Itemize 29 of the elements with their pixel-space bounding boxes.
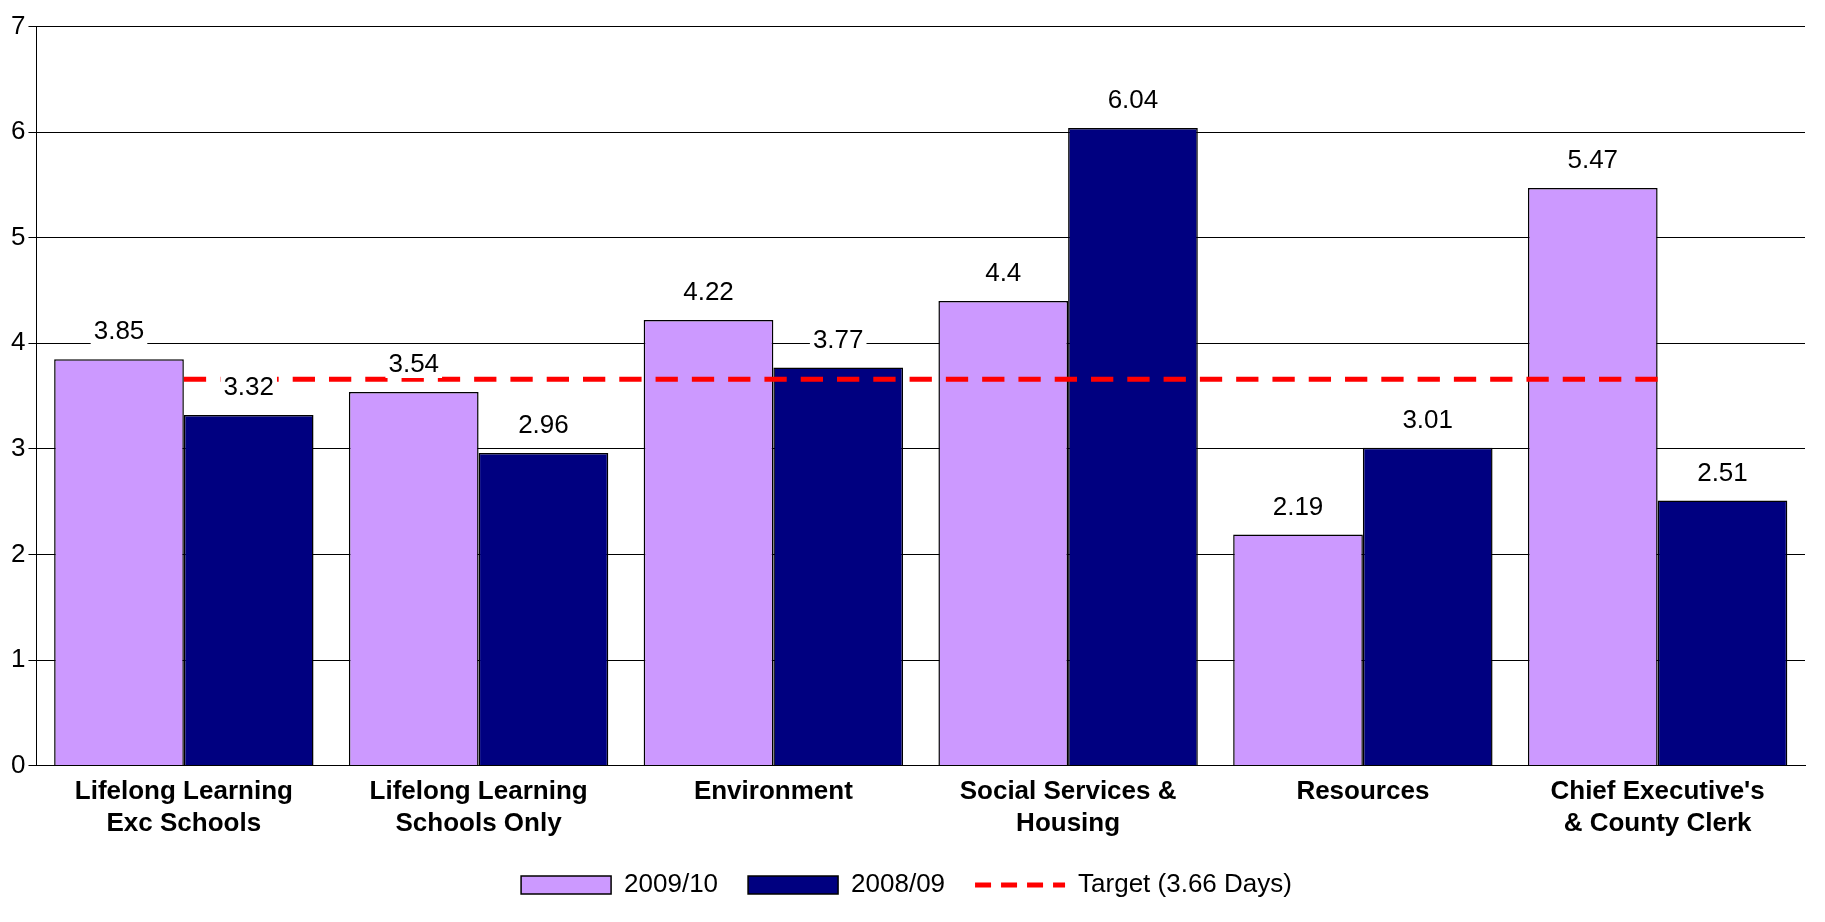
data-label: 5.47 [1567,144,1619,175]
data-label: 4.4 [985,257,1022,288]
legend-label: 2008/09 [851,868,946,899]
x-tick-label: Resources [1296,775,1430,806]
data-label: 6.04 [1107,84,1159,115]
y-tick-label: 0 [10,748,26,779]
x-tick-label: Social Services & Housing [959,775,1177,837]
legend-label: 2009/10 [624,868,719,899]
data-label: 3.85 [93,315,145,346]
data-label: 3.01 [1402,404,1454,434]
data-label: 2.96 [518,409,569,440]
data-label: 3.54 [388,348,440,379]
y-tick-label: 1 [10,643,26,674]
x-tick-label: Chief Executive's & County Clerk [1550,775,1765,837]
x-tick-label: Lifelong Learning Schools Only [369,775,588,837]
y-tick-label: 4 [10,326,26,357]
y-tick-label: 5 [10,220,26,251]
x-tick-label: Environment [693,775,854,806]
x-tick-label: Lifelong Learning Exc Schools [74,775,293,837]
y-tick-label: 2 [10,537,26,568]
data-label: 2.19 [1272,490,1324,521]
y-tick-label: 6 [10,115,26,146]
y-tick-label: 3 [10,432,26,463]
data-label: 4.22 [683,276,734,307]
data-label: 2.51 [1697,456,1748,487]
y-tick-label: 7 [10,9,26,40]
data-label: 3.77 [812,323,864,354]
legend-label: Target (3.66 Days) [1078,868,1292,899]
data-label: 3.32 [223,371,274,402]
